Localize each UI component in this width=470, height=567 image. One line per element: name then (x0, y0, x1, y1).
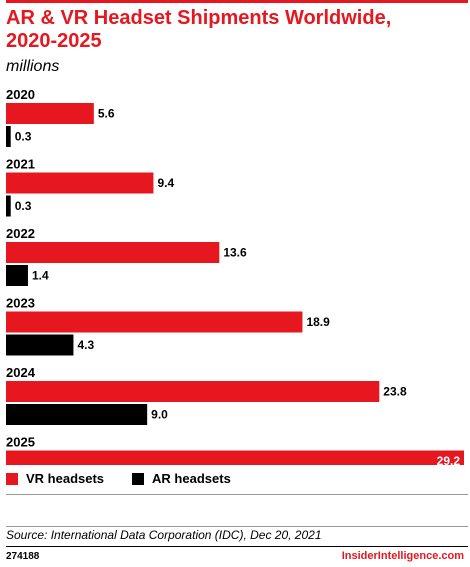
year-label-2021: 2021 (6, 157, 35, 172)
year-label-2023: 2023 (6, 296, 35, 311)
source-divider (6, 526, 468, 527)
bar-vr-2024 (6, 381, 380, 402)
source-note: Source: International Data Corporation (… (6, 528, 322, 542)
footer-rule (6, 546, 468, 547)
bar-vr-2025 (6, 450, 464, 465)
chart-subtitle: millions (6, 58, 60, 75)
chart-id: 274188 (6, 551, 40, 562)
brand-link[interactable]: InsiderIntelligence.com (341, 550, 464, 562)
bar-ar-2023 (6, 334, 74, 356)
legend-divider (6, 494, 468, 495)
bar-vr-2020 (6, 103, 94, 124)
legend-label-vr: VR headsets (26, 471, 105, 486)
legend-swatch-ar (132, 472, 145, 485)
bar-ar-2024 (6, 404, 148, 425)
value-label-vr-2024: 23.8 (383, 385, 407, 399)
value-label-vr-2022: 13.6 (223, 246, 247, 260)
bar-ar-2021 (6, 195, 11, 217)
value-label-vr-2020: 5.6 (98, 107, 115, 121)
value-label-ar-2022: 1.4 (32, 269, 49, 283)
value-label-vr-2025: 29.2 (437, 454, 461, 465)
legend-item-vr: VR headsets (6, 471, 104, 486)
year-label-2020: 2020 (6, 87, 35, 102)
year-label-2025: 2025 (6, 435, 35, 450)
chart-title: AR & VR Headset Shipments Worldwide, 202… (6, 7, 392, 52)
value-label-vr-2023: 18.9 (306, 315, 330, 329)
bar-vr-2023 (6, 311, 303, 333)
value-label-ar-2024: 9.0 (151, 408, 168, 422)
legend-label-ar: AR headsets (152, 471, 231, 486)
bar-chart: 2020 5.6 0.3 2021 9.4 0.3 2022 13.6 1.4 2023 18.9 4… (6, 87, 464, 465)
bar-vr-2021 (6, 172, 154, 194)
value-label-ar-2021: 0.3 (15, 199, 32, 213)
value-label-vr-2021: 9.4 (157, 176, 174, 190)
bar-vr-2022 (6, 242, 220, 263)
legend-item-ar: AR headsets (132, 471, 231, 486)
bar-ar-2022 (6, 265, 28, 286)
value-label-ar-2020: 0.3 (15, 130, 32, 144)
top-rule (6, 0, 468, 3)
value-label-ar-2023: 4.3 (77, 338, 94, 352)
bar-ar-2020 (6, 126, 11, 147)
legend-swatch-vr (6, 472, 18, 485)
year-label-2022: 2022 (6, 226, 35, 241)
legend: VR headsets AR headsets (6, 471, 231, 486)
year-label-2024: 2024 (6, 365, 36, 380)
